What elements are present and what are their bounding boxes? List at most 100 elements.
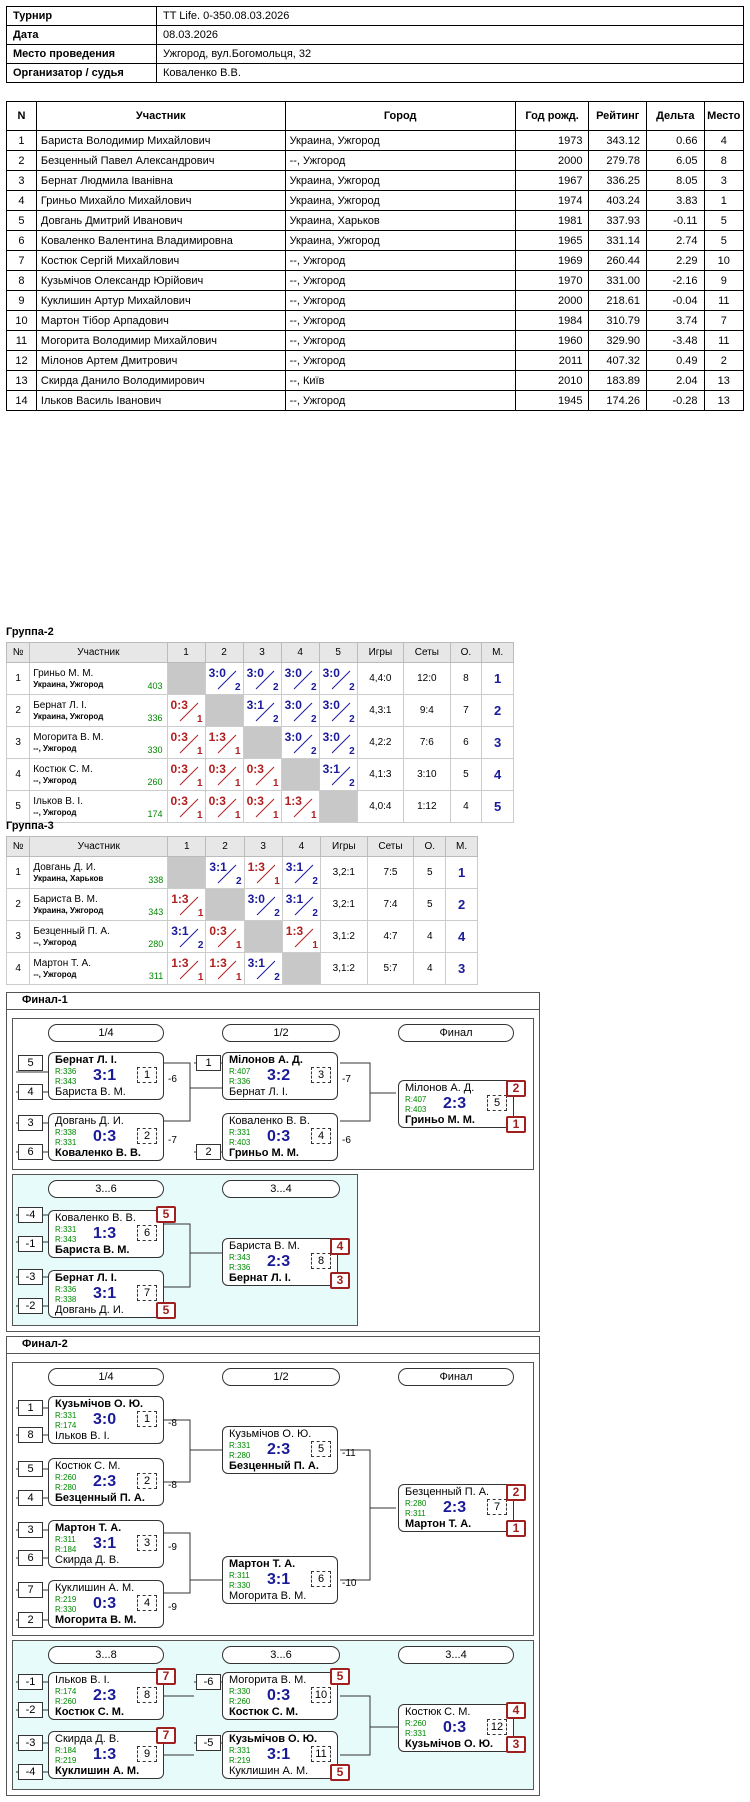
result: 1:3 1 <box>283 921 320 952</box>
result: 0:3 1 <box>168 791 205 822</box>
group-result-cell: 3:0 2 <box>280 726 320 759</box>
player-city: Украина, Харьков <box>33 873 104 883</box>
slash-line <box>179 928 199 948</box>
result: 1:3 1 <box>245 857 282 888</box>
match-player-1: Кузьмічов О. Ю. <box>229 1733 318 1745</box>
bracket-match: Мілонов А. Д. R:407 R:336 3:2 3 Бернат Л. І. <box>222 1052 338 1100</box>
participants-header: Год рожд. <box>514 101 590 131</box>
match-loser-target: -7 <box>168 1135 177 1146</box>
seed-number: 1 <box>196 1055 221 1071</box>
result-slash <box>293 670 312 690</box>
seed-number: -4 <box>18 1764 43 1780</box>
group-result-cell: 1:3 1 <box>167 952 207 985</box>
participant-row: 6 Коваленко Валентина Владимировна Украина… <box>6 230 745 251</box>
result-slash <box>256 960 275 980</box>
match-player-2: Бариста В. М. <box>55 1244 130 1256</box>
result: 1:3 1 <box>168 953 205 984</box>
participant-cell: --, Ужгород <box>284 150 516 171</box>
player-city: --, Ужгород <box>33 969 77 979</box>
participant-row: 8 Кузьмічов Олександр Юрійович --, Ужгород… <box>6 270 745 291</box>
group-sets: 1:12 <box>403 790 451 823</box>
bracket-connector <box>340 1062 396 1094</box>
result-points: 1 <box>235 810 241 821</box>
player-city: Украина, Ужгород <box>33 905 104 915</box>
slash-line <box>293 670 312 690</box>
bracket-connector <box>340 1727 371 1756</box>
group-header-row: № Участник 1 2 3 4 5 Игры Сеты О. М. <box>5 642 514 663</box>
match-rating-2: R:343 <box>55 1235 77 1244</box>
participant-cell: 2010 <box>514 370 590 391</box>
bracket-match: Кузьмічов О. Ю. R:331 R:280 2:3 5 Безценный П… <box>222 1426 338 1474</box>
slash-line <box>179 702 198 722</box>
result-points: 2 <box>349 746 355 757</box>
bracket-match: Кузьмічов О. Ю. R:331 R:219 3:1 11 Куклишин А… <box>222 1731 338 1779</box>
group-player: Бариста В. М. Украина, Ужгород 343 <box>29 888 169 921</box>
match-number: 12 <box>487 1719 507 1735</box>
match-number: 2 <box>137 1128 157 1144</box>
result-slash <box>217 670 236 690</box>
group-points: 6 <box>449 726 483 759</box>
participants-header: Участник <box>35 101 286 131</box>
match-player-2: Гриньо М. М. <box>405 1114 475 1126</box>
bracket-connector <box>164 1580 191 1594</box>
participant-cell: 174.26 <box>588 390 647 411</box>
bracket-connector <box>340 1508 371 1581</box>
bracket-match: Коваленко В. В. R:331 R:403 0:3 4 Гриньо М. М… <box>222 1113 338 1161</box>
participant-row: 1 Бариста Володимир Михайлович Украина, Уж… <box>6 130 745 151</box>
seed-number: 1 <box>18 1400 43 1416</box>
round-label: 1/4 <box>48 1024 164 1042</box>
player-rating: 338 <box>148 875 164 885</box>
match-player-2: Кузьмічов О. Ю. <box>405 1738 494 1750</box>
match-player-1: Мартон Т. А. <box>55 1522 122 1534</box>
result-points: 1 <box>197 810 203 821</box>
player-rating: 311 <box>148 971 164 981</box>
group-row: 2 Бернат Л. І. Украина, Ужгород 336 0:3 1 3:1 2… <box>5 694 514 727</box>
match-score: 0:3 <box>93 1595 117 1612</box>
match-player-1: Бариста В. М. <box>229 1240 300 1252</box>
player-rating: 280 <box>148 939 164 949</box>
bracket-connector <box>164 1062 222 1089</box>
group-header: № <box>5 642 31 663</box>
seed-number: 3 <box>18 1115 43 1131</box>
result-points: 2 <box>273 714 279 725</box>
match-player-2: Довгань Д. И. <box>55 1304 124 1316</box>
slash-line <box>331 702 350 722</box>
final-place: 3 <box>330 1272 350 1289</box>
participant-cell: 12 <box>6 350 37 371</box>
bracket-connector <box>340 1695 398 1728</box>
slash-line <box>256 960 275 980</box>
group-points: 5 <box>413 856 447 889</box>
participant-cell: 1973 <box>514 130 590 151</box>
result-score: 3:0 <box>247 892 265 906</box>
group-games: 4,0:4 <box>356 790 405 823</box>
group-sets: 12:0 <box>403 662 451 695</box>
result: 3:0 2 <box>282 695 319 726</box>
participant-cell: 1981 <box>514 210 590 231</box>
player-name: Безценный П. А. <box>33 925 110 937</box>
slash-line <box>255 670 274 690</box>
group-diagonal-cell <box>280 758 320 791</box>
result-points: 2 <box>311 682 317 693</box>
match-number: 5 <box>311 1441 331 1457</box>
round-label: 1/2 <box>222 1368 340 1386</box>
player-city: --, Ужгород <box>33 807 77 817</box>
slash-line <box>294 864 314 884</box>
match-rating-1: R:343 <box>229 1253 251 1262</box>
slash-line <box>256 896 275 916</box>
match-loser-target: -11 <box>342 1448 356 1459</box>
result-slash <box>331 734 350 754</box>
group-place: 4 <box>481 758 514 791</box>
group-diagonal-cell <box>281 952 321 985</box>
final-1-header <box>6 992 540 1010</box>
participant-cell: 279.78 <box>588 150 647 171</box>
match-player-1: Мілонов А. Д. <box>405 1082 475 1094</box>
group-result-cell: 0:3 1 <box>242 758 282 791</box>
match-player-1: Мілонов А. Д. <box>229 1054 303 1066</box>
match-rating-2: R:184 <box>55 1545 77 1554</box>
player-name: Бернат Л. І. <box>33 699 87 711</box>
final-place: 5 <box>156 1302 176 1319</box>
group-sets: 7:6 <box>403 726 451 759</box>
result-points: 1 <box>236 940 242 951</box>
group-result-cell: 3:0 2 <box>318 694 358 727</box>
